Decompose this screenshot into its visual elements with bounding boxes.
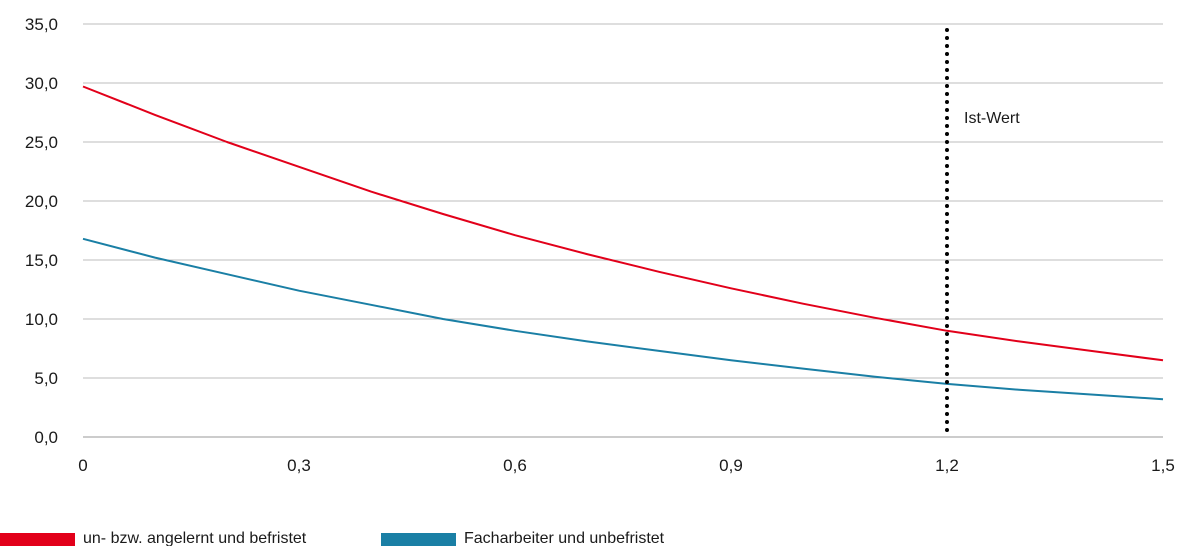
legend-item-1: Facharbeiter und unbefristet	[381, 528, 664, 546]
x-tick-label: 1,5	[1151, 456, 1175, 475]
legend-swatch-1	[381, 532, 456, 546]
x-tick-label: 0,9	[719, 456, 743, 475]
x-axis: 0 0,3 0,6 0,9 1,2 1,5	[78, 456, 1175, 475]
y-tick-label: 30,0	[25, 74, 58, 93]
series-line-1	[82, 237, 1164, 401]
y-tick-label: 35,0	[25, 15, 58, 34]
y-tick-label: 0,0	[34, 428, 58, 447]
ist-wert-label: Ist-Wert	[964, 110, 1020, 127]
y-axis: 0,0 5,0 10,0 15,0 20,0 25,0 30,0 35,0	[25, 15, 58, 447]
y-tick-label: 5,0	[34, 369, 58, 388]
x-tick-label: 0	[78, 456, 87, 475]
y-tick-label: 10,0	[25, 310, 58, 329]
grid-lines	[83, 23, 1163, 438]
y-tick-label: 20,0	[25, 192, 58, 211]
x-tick-label: 0,6	[503, 456, 527, 475]
x-tick-label: 0,3	[287, 456, 311, 475]
y-tick-label: 25,0	[25, 133, 58, 152]
annotations: Ist-Wert	[945, 28, 1020, 439]
y-tick-label: 15,0	[25, 251, 58, 270]
legend-label-1: Facharbeiter und unbefristet	[464, 530, 665, 546]
x-tick-label: 1,2	[935, 456, 959, 475]
series-line-0	[82, 85, 1164, 362]
legend-label-0: un- bzw. angelernt und befristet	[83, 530, 307, 546]
legend: un- bzw. angelernt und befristet Facharb…	[0, 528, 1179, 546]
legend-swatch-0	[0, 532, 75, 546]
series-lines	[82, 85, 1164, 401]
legend-item-0: un- bzw. angelernt und befristet	[0, 528, 306, 546]
